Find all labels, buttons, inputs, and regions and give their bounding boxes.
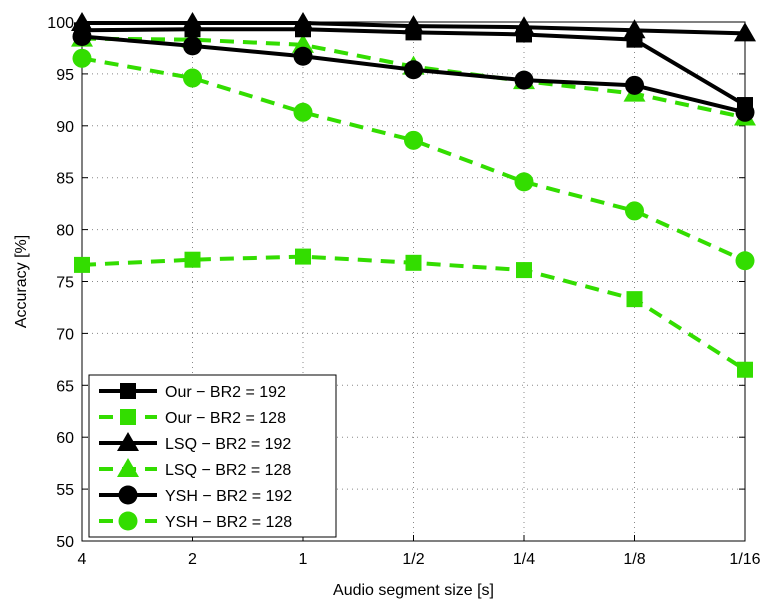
data-point <box>514 70 534 90</box>
data-point <box>735 251 755 271</box>
data-point <box>735 102 755 122</box>
legend-label: Our − BR2 = 192 <box>165 384 286 401</box>
x-tick-label: 1 <box>299 551 308 568</box>
data-point <box>625 75 644 95</box>
x-tick-label: 1/16 <box>729 551 760 568</box>
legend-label: Our − BR2 = 128 <box>165 410 286 427</box>
y-tick-label: 90 <box>56 119 74 136</box>
data-point <box>513 16 535 36</box>
data-point <box>292 33 314 53</box>
data-point <box>71 12 93 32</box>
data-point <box>514 172 534 192</box>
data-point <box>292 12 314 32</box>
data-point <box>293 46 313 66</box>
data-point <box>516 262 532 279</box>
data-point <box>404 130 423 150</box>
legend-box <box>88 374 337 538</box>
series-group <box>71 12 756 378</box>
data-point <box>626 291 643 308</box>
data-point <box>295 248 311 265</box>
y-tick-label: 50 <box>56 534 74 551</box>
data-point <box>183 36 202 56</box>
legend-marker <box>120 383 136 399</box>
legend-marker <box>120 409 136 425</box>
legend-marker <box>118 485 138 505</box>
data-point <box>74 256 90 273</box>
y-tick-label: 85 <box>56 171 74 188</box>
x-tick-label: 2 <box>188 551 197 568</box>
y-tick-label: 70 <box>56 326 74 343</box>
y-tick-label: 55 <box>56 482 74 499</box>
legend-label: YSH − BR2 = 192 <box>165 488 292 505</box>
data-point <box>404 60 423 80</box>
legend-label: LSQ − BR2 = 128 <box>165 462 291 479</box>
legend-marker <box>118 511 138 531</box>
data-point <box>402 15 425 35</box>
y-tick-label: 80 <box>56 223 74 240</box>
legend-label: LSQ − BR2 = 192 <box>165 436 291 453</box>
series-1 <box>74 248 753 378</box>
y-axis-label: Accuracy [%] <box>13 235 30 328</box>
y-tick-label: 60 <box>56 430 74 447</box>
data-point <box>623 19 646 39</box>
data-point <box>183 68 202 88</box>
x-tick-label: 1/2 <box>402 551 424 568</box>
legend-label: YSH − BR2 = 128 <box>165 514 292 531</box>
x-tick-label: 4 <box>78 551 87 568</box>
x-tick-label: 1/8 <box>623 551 645 568</box>
data-point <box>625 201 644 221</box>
y-tick-label: 100 <box>47 15 74 32</box>
legend-marker <box>117 458 139 477</box>
series-4 <box>72 27 755 122</box>
y-tick-label: 65 <box>56 378 74 395</box>
legend-marker <box>117 432 139 451</box>
y-tick-label: 95 <box>56 67 74 84</box>
data-point <box>184 251 201 268</box>
data-point <box>72 48 92 68</box>
data-point <box>181 12 204 32</box>
legend: Our − BR2 = 192 Our − BR2 = 128 LSQ − BR2 … <box>88 374 337 538</box>
y-tick-label: 75 <box>56 275 74 292</box>
data-point <box>734 22 756 42</box>
data-point <box>72 27 92 47</box>
x-tick-label: 1/4 <box>513 551 535 568</box>
series-5 <box>72 48 755 271</box>
data-point <box>737 361 753 378</box>
data-point <box>293 102 313 122</box>
axis-ticks: 50 55 60 65 70 75 80 85 90 95 100 4 2 1 1/2 1/4 1/8 1/16 <box>47 15 760 568</box>
x-axis-label: Audio segment size [s] <box>333 582 494 599</box>
series-2 <box>71 12 756 42</box>
data-point <box>405 254 422 271</box>
